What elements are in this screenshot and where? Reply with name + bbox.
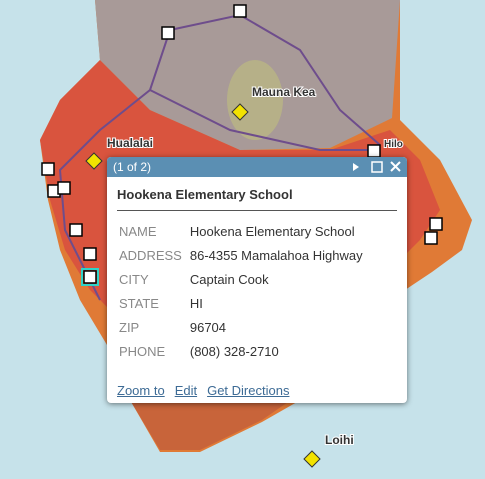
close-button[interactable] bbox=[390, 161, 401, 172]
field-label: ZIP bbox=[119, 319, 140, 335]
popup-actions: Zoom to Edit Get Directions bbox=[117, 383, 299, 398]
road bbox=[149, 89, 380, 151]
pager: (1 of 2) bbox=[113, 160, 152, 174]
volcano-markers[interactable] bbox=[85, 103, 321, 468]
popup: (1 of 2) Hookena Elementary School NAME H… bbox=[107, 157, 407, 403]
field-value: 86-4355 Mamalahoa Highway bbox=[189, 247, 363, 263]
field-value: Hookena Elementary School bbox=[189, 223, 355, 239]
popup-header: (1 of 2) bbox=[107, 157, 407, 177]
popup-title: Hookena Elementary School bbox=[117, 187, 397, 211]
next-button[interactable] bbox=[353, 163, 359, 171]
edit-link[interactable]: Edit bbox=[174, 383, 198, 398]
selected-marker bbox=[81, 268, 99, 286]
field-value: (808) 328-2710 bbox=[189, 343, 279, 359]
maximize-button[interactable] bbox=[371, 161, 383, 173]
popup-controls bbox=[353, 161, 401, 173]
field-value: HI bbox=[189, 295, 203, 311]
field-label: CITY bbox=[119, 271, 149, 287]
place-label: Loihi bbox=[325, 433, 354, 447]
field-value: Captain Cook bbox=[189, 271, 269, 287]
directions-link[interactable]: Get Directions bbox=[207, 383, 290, 398]
attribute-table: NAME Hookena Elementary School ADDRESS 86-… bbox=[115, 219, 367, 363]
place-label: Mauna Kea bbox=[252, 85, 316, 99]
field-label: PHONE bbox=[119, 343, 166, 359]
place-label: Hualalai bbox=[107, 136, 153, 150]
field-label: NAME bbox=[119, 223, 157, 239]
road bbox=[169, 13, 381, 146]
field-label: STATE bbox=[119, 295, 159, 311]
summit-patch bbox=[227, 60, 283, 140]
field-value: 96704 bbox=[189, 319, 227, 335]
zoom-link[interactable]: Zoom to bbox=[117, 383, 165, 398]
place-label: Hilo bbox=[384, 139, 403, 150]
field-label: ADDRESS bbox=[119, 247, 182, 263]
